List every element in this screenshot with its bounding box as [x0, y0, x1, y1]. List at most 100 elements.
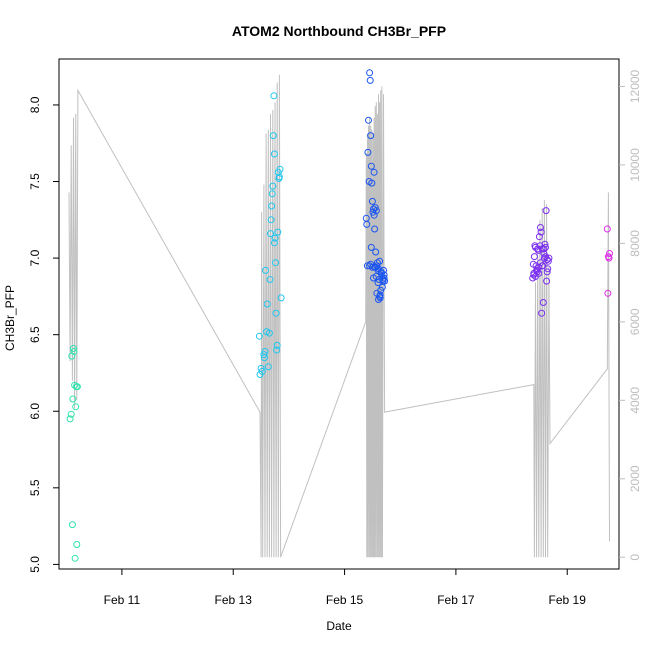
data-point — [367, 132, 375, 140]
data-point — [270, 92, 278, 100]
data-point — [371, 225, 379, 233]
altitude-line — [68, 74, 610, 558]
y-tick-label: 7.5 — [28, 173, 42, 190]
data-point — [272, 259, 279, 267]
x-tick-label: Feb 17 — [437, 593, 475, 607]
y-tick-label: 5.5 — [28, 479, 42, 496]
data-point — [371, 204, 379, 212]
y2-tick-label: 8000 — [628, 230, 642, 257]
data-point — [540, 245, 548, 253]
data-point — [370, 274, 377, 282]
x-axis: Feb 11 Feb 13 Feb 15 Feb 17 Feb 19 — [104, 569, 587, 607]
data-point — [266, 276, 274, 283]
data-point — [273, 346, 281, 354]
data-point — [70, 348, 78, 355]
series-3 — [362, 69, 389, 303]
x-tick-label: Feb 19 — [549, 593, 587, 607]
data-point — [366, 76, 374, 84]
x-tick-label: Feb 13 — [215, 593, 253, 607]
data-point — [543, 277, 551, 285]
data-point — [257, 364, 265, 372]
data-point — [367, 243, 375, 251]
data-point — [367, 260, 375, 268]
y-tick-label: 6.5 — [28, 326, 42, 343]
data-point — [370, 168, 378, 176]
data-point — [255, 332, 263, 340]
data-point — [366, 262, 374, 270]
data-point — [533, 268, 541, 276]
data-point — [258, 367, 266, 375]
data-point — [72, 403, 80, 411]
data-point — [363, 220, 371, 228]
data-point — [262, 266, 269, 274]
data-point — [260, 351, 268, 359]
data-point — [275, 173, 283, 181]
data-point — [73, 541, 81, 548]
data-point — [267, 230, 274, 238]
y-axis: 5.0 5.5 6.0 6.5 7.0 7.5 8.0 — [28, 96, 59, 573]
data-point — [545, 254, 553, 262]
data-point — [265, 329, 273, 337]
data-point — [363, 262, 371, 270]
data-point — [271, 234, 279, 242]
data-point — [535, 269, 543, 277]
x-axis-label: Date — [326, 619, 352, 633]
data-point — [365, 116, 372, 124]
data-point — [368, 197, 376, 205]
data-point — [372, 207, 380, 215]
data-point — [368, 179, 376, 187]
data-point — [379, 277, 387, 285]
data-point — [376, 291, 384, 299]
data-point — [269, 182, 277, 190]
data-point — [272, 309, 280, 317]
data-point — [261, 348, 269, 355]
data-point — [603, 225, 611, 233]
series-1 — [66, 345, 81, 562]
data-point — [71, 554, 79, 562]
data-point — [267, 216, 275, 224]
data-point — [530, 253, 538, 261]
series-4 — [529, 207, 553, 317]
data-point — [543, 256, 551, 264]
data-point — [544, 265, 552, 273]
data-point — [380, 274, 388, 282]
x-tick-label: Feb 15 — [326, 593, 364, 607]
data-point — [373, 289, 381, 297]
y-axis-label: CH3Br_PFP — [3, 285, 17, 351]
data-point — [67, 410, 75, 418]
data-point — [535, 233, 543, 241]
data-point — [364, 148, 372, 156]
data-point — [70, 345, 77, 352]
data-point — [376, 257, 384, 265]
y-tick-label: 7.0 — [28, 249, 42, 266]
data-point — [374, 279, 382, 287]
data-point — [543, 268, 551, 276]
data-point — [68, 521, 76, 529]
y2-tick-label: 0 — [628, 554, 642, 561]
data-point — [377, 268, 385, 276]
y2-tick-label: 6000 — [628, 308, 642, 335]
data-point — [539, 299, 547, 306]
data-point — [538, 309, 546, 317]
y-tick-label: 6.0 — [28, 403, 42, 420]
y-tick-label: 8.0 — [28, 96, 42, 113]
data-point — [269, 132, 277, 140]
y2-tick-label: 10000 — [628, 148, 642, 182]
data-point — [263, 300, 271, 308]
data-point — [274, 228, 282, 236]
data-point — [372, 248, 380, 256]
data-point — [270, 150, 278, 158]
data-point — [268, 202, 276, 210]
series-5 — [603, 225, 613, 297]
y2-tick-label: 4000 — [628, 387, 642, 414]
series-2 — [255, 92, 285, 378]
altitude-line-layer — [68, 74, 610, 558]
data-point — [277, 294, 285, 302]
data-point — [542, 207, 550, 215]
y2-axis: 0 2000 4000 6000 8000 10000 12000 — [619, 69, 642, 561]
data-point — [606, 250, 613, 257]
data-point — [270, 239, 278, 247]
data-point — [604, 289, 612, 297]
data-point — [541, 240, 549, 248]
